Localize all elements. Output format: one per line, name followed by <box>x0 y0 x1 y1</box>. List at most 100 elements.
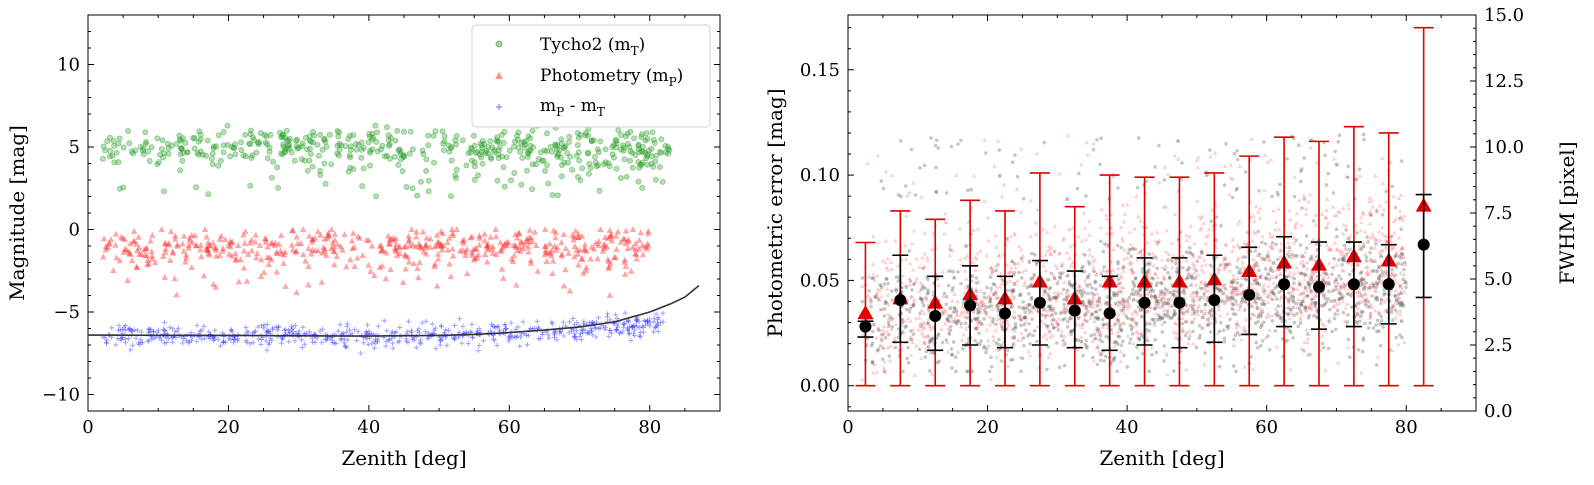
photometry-point <box>476 241 483 248</box>
photometry-point <box>376 263 383 270</box>
photometry-point <box>116 257 123 264</box>
photometry-point <box>185 242 192 249</box>
photometry-point <box>212 246 219 253</box>
error-scatter-point <box>1372 308 1378 313</box>
error-scatter-point <box>912 372 918 377</box>
photometry-point <box>240 247 248 254</box>
fwhm-scatter-point <box>1368 311 1373 316</box>
error-scatter-point <box>1319 211 1325 216</box>
difference-point <box>408 328 414 334</box>
tycho2-point <box>645 147 652 154</box>
fwhm-scatter-point <box>1139 307 1143 312</box>
tycho2-point <box>552 142 559 149</box>
difference-point <box>655 317 661 323</box>
error-scatter-point <box>987 314 993 319</box>
error-scatter-point <box>1049 245 1054 250</box>
fwhm-scatter-point <box>1129 337 1133 341</box>
fwhm-scatter-point <box>1188 250 1193 255</box>
difference-point <box>122 336 128 342</box>
tycho2-point <box>197 148 204 155</box>
fwhm-scatter-point <box>1382 288 1386 292</box>
error-scatter-point <box>1025 301 1031 306</box>
difference-point <box>355 329 361 335</box>
photometry-point <box>405 238 413 245</box>
error-scatter-point <box>1295 305 1300 310</box>
fwhm-scatter-point <box>1299 167 1304 171</box>
error-scatter-point <box>1090 338 1095 344</box>
difference-point <box>270 325 276 331</box>
difference-point <box>375 337 381 343</box>
photometry-point <box>268 256 275 263</box>
photometry-point <box>180 232 188 239</box>
photometry-point <box>644 230 652 237</box>
error-scatter-point <box>1229 291 1235 296</box>
error-scatter-point <box>998 284 1003 289</box>
fwhm-scatter-point <box>907 249 912 253</box>
fwhm-scatter-point <box>1313 301 1317 305</box>
error-scatter-point <box>1057 171 1062 176</box>
fwhm-scatter-point <box>955 322 959 326</box>
error-scatter-point <box>999 280 1005 286</box>
error-scatter-point <box>1043 315 1048 320</box>
error-scatter-point <box>973 254 978 260</box>
photometry-point <box>204 247 211 254</box>
fwhm-scatter-point <box>1301 299 1305 304</box>
fwhm-scatter-point <box>1158 316 1162 320</box>
fwhm-scatter-point <box>1240 300 1244 304</box>
difference-point <box>255 324 261 330</box>
photometry-point <box>266 253 273 260</box>
tycho2-point <box>452 172 459 179</box>
tycho2-point <box>116 185 123 192</box>
error-scatter-point <box>1199 263 1205 268</box>
fwhm-scatter-point <box>1231 278 1236 282</box>
fwhm-scatter-point <box>1137 337 1142 342</box>
fwhm-scatter-point <box>1264 275 1268 280</box>
error-scatter-point <box>1259 306 1264 311</box>
fwhm-scatter-point <box>1104 334 1108 339</box>
error-scatter-point <box>1165 171 1171 176</box>
fwhm-scatter-point <box>1091 355 1095 360</box>
difference-point <box>389 329 395 335</box>
error-scatter-point <box>1333 299 1338 304</box>
error-scatter-point <box>1398 214 1404 219</box>
fwhm-scatter-point <box>1359 279 1363 284</box>
photometry-point <box>542 242 550 249</box>
fwhm-scatter-point <box>1296 143 1301 147</box>
tycho2-point <box>231 145 238 152</box>
error-scatter-point <box>1009 335 1015 340</box>
fwhm-scatter-point <box>1096 317 1100 321</box>
fwhm-scatter-point <box>974 289 979 294</box>
difference-point <box>653 311 659 317</box>
tycho2-point <box>595 162 602 169</box>
fwhm-scatter-point <box>1121 307 1126 311</box>
error-scatter-point <box>1310 296 1315 301</box>
error-scatter-point <box>1176 138 1181 143</box>
difference-point <box>621 321 627 327</box>
tycho2-point <box>643 130 650 137</box>
difference-point <box>156 327 162 333</box>
fwhm-scatter-point <box>1235 281 1240 285</box>
fwhm-scatter-point <box>1162 344 1166 348</box>
difference-point <box>452 322 458 328</box>
fwhm-scatter-point <box>1111 290 1116 295</box>
difference-point <box>138 337 144 343</box>
error-scatter-point <box>1376 308 1382 313</box>
tycho2-point <box>286 145 293 152</box>
tycho2-point <box>620 144 627 151</box>
photometry-point <box>487 233 494 240</box>
fwhm-scatter-point <box>1375 283 1380 287</box>
difference-point <box>300 324 306 330</box>
photometry-point <box>644 242 652 249</box>
tycho2-point <box>533 161 540 168</box>
fwhm-scatter-point <box>1271 269 1275 273</box>
tycho2-point <box>602 159 609 166</box>
tycho2-point <box>499 153 506 160</box>
difference-point <box>597 325 603 331</box>
fwhm-scatter-point <box>1044 324 1049 328</box>
fwhm-scatter-point <box>993 290 998 295</box>
error-scatter-point <box>1255 252 1260 257</box>
fwhm-scatter-point <box>1064 295 1069 300</box>
tycho2-point <box>529 127 536 134</box>
fwhm-scatter-point <box>974 327 979 331</box>
error-scatter-point <box>1235 242 1240 247</box>
